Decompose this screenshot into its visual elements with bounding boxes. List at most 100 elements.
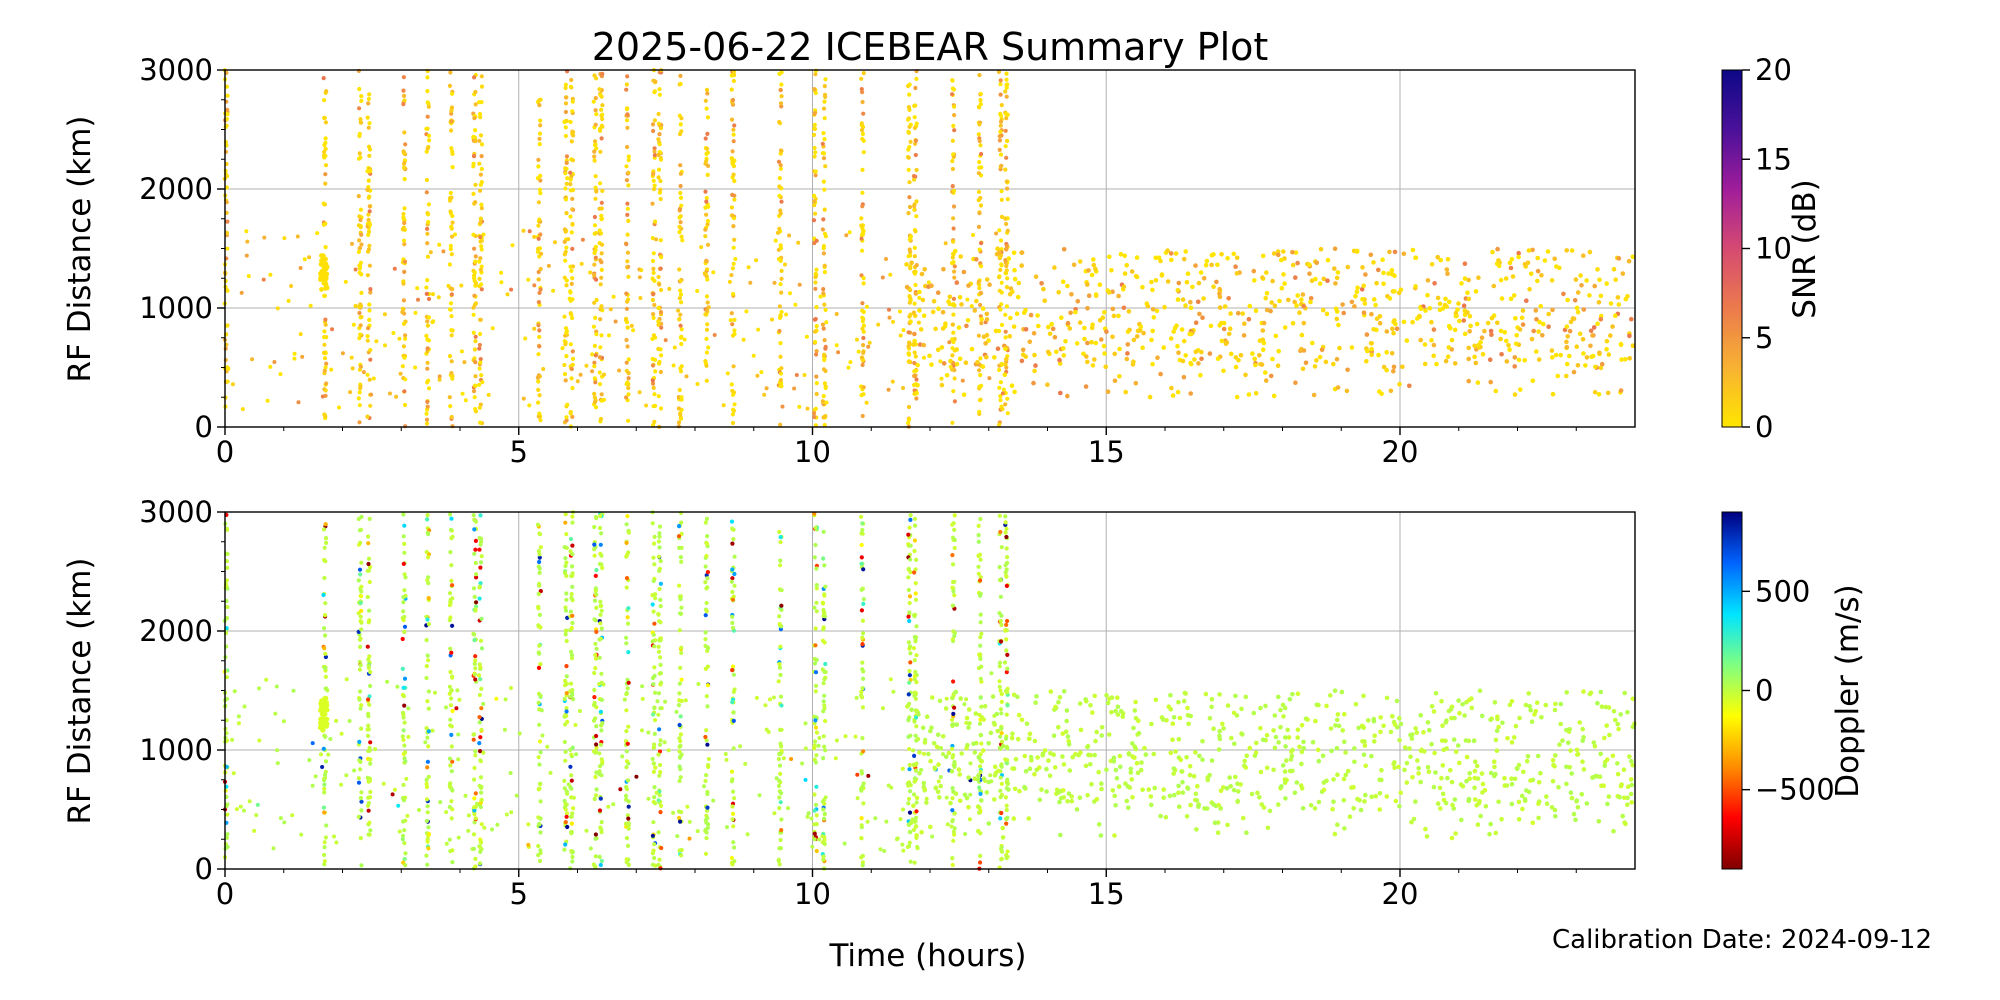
data-point [913, 768, 919, 773]
data-point [796, 240, 801, 245]
data-point [1003, 795, 1009, 800]
data-point [867, 340, 872, 345]
data-point [1004, 94, 1009, 99]
data-point [906, 211, 911, 216]
data-point [1418, 779, 1423, 785]
data-point [400, 833, 406, 839]
data-point [951, 251, 956, 257]
data-point [814, 730, 820, 735]
data-point [912, 115, 917, 120]
data-point [824, 320, 829, 325]
data-point [1012, 267, 1017, 273]
data-point [859, 223, 864, 228]
data-point [473, 749, 478, 754]
data-point [538, 545, 543, 550]
data-point [778, 422, 783, 427]
data-point [1005, 703, 1010, 708]
data-point [323, 146, 328, 151]
data-point [568, 409, 573, 415]
data-point [778, 211, 783, 216]
data-point [472, 777, 477, 782]
data-point [814, 586, 819, 591]
data-point [659, 845, 664, 851]
data-point [999, 613, 1004, 618]
data-point [448, 247, 453, 252]
data-point [721, 403, 726, 408]
data-point [570, 187, 576, 192]
data-point [677, 698, 682, 703]
data-point [365, 372, 370, 377]
data-point [1611, 267, 1617, 272]
data-point [368, 669, 373, 675]
data-point [861, 567, 866, 572]
data-point [1317, 354, 1323, 360]
data-point [908, 570, 913, 575]
top-y-axis-label: RF Distance (km) [62, 116, 98, 383]
data-point [677, 628, 682, 633]
data-point [705, 576, 710, 581]
data-point [651, 404, 656, 409]
data-point [908, 517, 913, 523]
data-point [644, 403, 649, 408]
data-point [859, 216, 864, 221]
data-point [695, 382, 700, 386]
data-point [914, 167, 919, 173]
data-point [401, 149, 406, 154]
data-point [365, 594, 370, 600]
data-point [901, 328, 906, 333]
data-point [1440, 791, 1446, 797]
data-point [400, 837, 405, 842]
data-point [653, 592, 658, 597]
data-point [224, 117, 229, 122]
data-point [952, 264, 957, 269]
data-point [626, 170, 631, 175]
data-point [563, 807, 568, 812]
data-point [1226, 296, 1231, 301]
data-point [1193, 791, 1199, 797]
data-point [677, 778, 682, 784]
data-point [225, 288, 230, 293]
data-point [1516, 250, 1521, 256]
data-point [1418, 337, 1423, 343]
data-point [1199, 349, 1204, 355]
data-point [778, 800, 783, 805]
data-point [224, 764, 229, 769]
data-point [447, 756, 453, 761]
data-point [357, 390, 362, 395]
data-point [322, 98, 327, 103]
data-point [413, 310, 418, 315]
data-point [978, 791, 983, 797]
data-point [1520, 322, 1526, 327]
data-point [1604, 338, 1610, 344]
data-point [250, 357, 255, 362]
data-point [597, 751, 602, 756]
data-point [1279, 257, 1284, 263]
data-point [1003, 258, 1008, 263]
data-point [1059, 315, 1064, 321]
data-point [907, 618, 912, 624]
data-point [912, 658, 917, 663]
data-point [424, 549, 429, 555]
data-point [368, 789, 373, 795]
data-point [472, 638, 477, 643]
data-point [676, 406, 682, 411]
data-point [320, 253, 326, 259]
data-point [479, 790, 484, 795]
data-point [913, 282, 918, 288]
data-point [1031, 380, 1036, 386]
data-point [1109, 710, 1114, 715]
data-point [473, 200, 478, 205]
data-point [1155, 355, 1160, 361]
data-point [950, 746, 955, 752]
data-point [593, 656, 599, 661]
data-point [1005, 112, 1010, 117]
data-point [565, 176, 570, 181]
data-point [778, 354, 783, 359]
data-point [426, 202, 431, 207]
data-point [425, 360, 430, 365]
data-point [999, 361, 1005, 367]
data-point [977, 368, 982, 373]
data-point [1445, 271, 1450, 277]
data-point [1295, 260, 1300, 266]
data-point [859, 608, 865, 613]
